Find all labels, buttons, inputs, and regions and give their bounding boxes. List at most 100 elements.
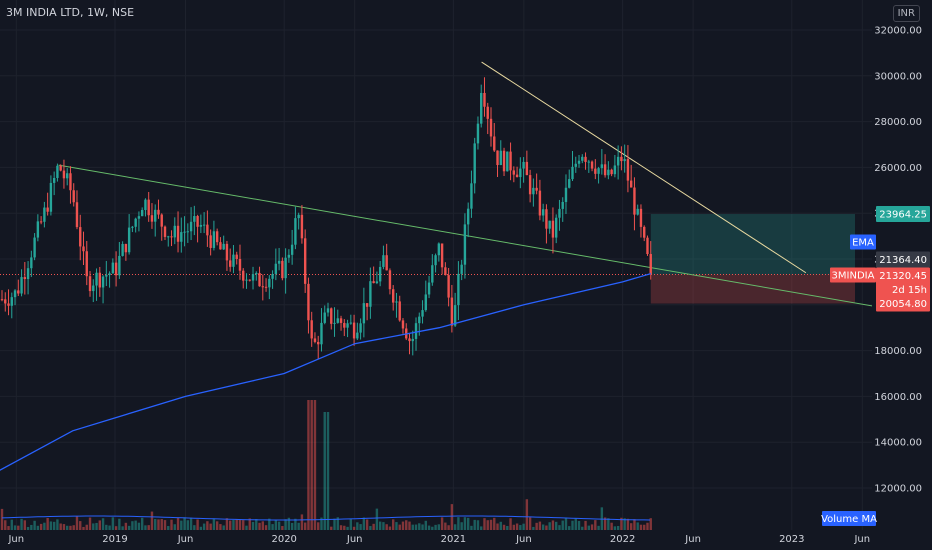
volume-bar [362, 517, 366, 530]
candle-body [352, 322, 356, 339]
candle-body [111, 262, 115, 274]
candle-body [255, 272, 258, 275]
candle-body [69, 173, 72, 191]
candle-body [424, 294, 427, 311]
candle-body [584, 156, 587, 162]
volume-bar [577, 520, 581, 530]
volume-bar [457, 517, 460, 530]
volume-ma-tag-bg [822, 511, 876, 526]
volume-bar [356, 522, 359, 530]
volume-bar [219, 524, 222, 530]
grid [0, 0, 872, 530]
candle-body [463, 224, 467, 265]
candle-body [480, 92, 483, 124]
volume-bar [75, 516, 79, 530]
volume-bar [23, 520, 27, 530]
candle-body [571, 166, 574, 180]
candle-body [378, 266, 382, 282]
candle-body [597, 168, 600, 174]
candle-body [317, 341, 320, 345]
symbol-tag: 3MINDIA [832, 271, 875, 282]
volume-bar [225, 518, 229, 530]
volume-bar [124, 522, 128, 530]
volume-bar [323, 412, 326, 530]
candle-body [600, 164, 604, 169]
candle-body [212, 231, 216, 248]
volume-bar [105, 524, 108, 530]
candle-body [160, 214, 163, 227]
volume-bar [326, 412, 330, 530]
volume-bar [440, 517, 444, 530]
volume-bar [369, 526, 372, 530]
volume-bar [82, 526, 85, 530]
candle-body [10, 297, 13, 306]
candle-body [59, 165, 62, 171]
volume-bar [587, 525, 590, 530]
volume-bar [212, 518, 216, 530]
candle-body [561, 201, 564, 209]
candle-body [199, 224, 203, 227]
volume-bar [255, 519, 258, 530]
volume-bar [584, 520, 587, 530]
volume-bar [330, 526, 333, 530]
candle-body [541, 209, 545, 216]
volume-bar [594, 520, 597, 530]
position-box[interactable] [0, 214, 872, 304]
candle-body [294, 218, 297, 245]
currency-label[interactable]: INR [892, 5, 920, 22]
candle-body [532, 187, 535, 195]
volume-bar [118, 518, 121, 530]
volume-bars [0, 400, 652, 530]
volume-bar [541, 524, 545, 530]
volume-bar [525, 499, 529, 530]
x-tick-label: 2020 [271, 534, 296, 545]
candle-body [398, 301, 401, 321]
volume-bar [69, 525, 72, 530]
volume-bar [196, 519, 199, 530]
trendlines[interactable] [58, 61, 932, 317]
volume-bar [339, 525, 343, 530]
target-zone[interactable] [650, 214, 855, 275]
stop-zone[interactable] [650, 274, 855, 304]
volume-bar [127, 525, 131, 530]
volume-bar [564, 517, 568, 530]
candle-body [202, 224, 206, 226]
candle-body [75, 202, 79, 228]
candle-body [290, 244, 294, 255]
volume-bar [359, 524, 362, 530]
volume-bar [0, 508, 4, 530]
candle-body [548, 220, 551, 229]
volume-bar [303, 522, 307, 530]
candle-body [320, 322, 323, 345]
candle-body [189, 221, 193, 232]
candle-body [369, 281, 372, 307]
candle-body [7, 303, 10, 306]
candle-body [225, 243, 229, 261]
candle-body [330, 308, 333, 324]
volume-bar [352, 526, 356, 530]
candle-body [629, 180, 633, 188]
candle-body [613, 165, 617, 175]
volume-bar [509, 518, 512, 530]
volume-bar [13, 525, 17, 530]
y-tick-label: 16000.00 [874, 392, 922, 403]
volume-bar [193, 525, 196, 530]
trendline-yellow[interactable] [481, 61, 807, 274]
candle-body [568, 179, 571, 188]
volume-bar [421, 524, 424, 530]
candle-body [623, 159, 626, 162]
volume-bar [551, 520, 555, 530]
volume-bar [277, 521, 281, 530]
volume-bar [167, 526, 170, 530]
volume-bar [131, 521, 134, 530]
candle-body [401, 320, 405, 329]
volume-bar [30, 524, 33, 530]
candle-body [95, 272, 98, 286]
trendline-green[interactable] [58, 164, 932, 317]
candle-body [36, 221, 40, 238]
volume-bar [264, 525, 268, 530]
candle-body [639, 208, 643, 227]
volume-bar [571, 520, 574, 530]
candle-body [616, 156, 620, 166]
